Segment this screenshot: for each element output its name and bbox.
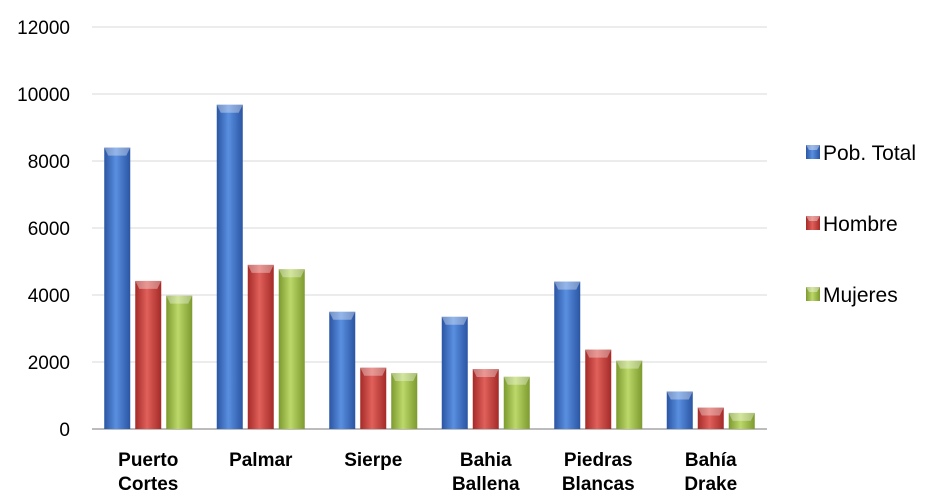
bar xyxy=(441,316,468,429)
bar xyxy=(728,412,755,429)
bar-cap xyxy=(697,407,724,416)
bar xyxy=(503,376,530,429)
bars xyxy=(104,104,755,429)
legend-swatch-cap xyxy=(806,216,820,221)
bar-body xyxy=(503,376,530,429)
y-tick-label: 10000 xyxy=(17,85,70,106)
x-category-label-line: Sierpe xyxy=(344,450,402,471)
bar-body xyxy=(135,280,162,429)
bar xyxy=(585,349,612,429)
bar xyxy=(216,104,243,429)
bar-cap xyxy=(216,104,243,113)
bar-body xyxy=(216,104,243,429)
bar-body xyxy=(329,311,356,429)
legend-label: Pob. Total xyxy=(823,142,916,165)
legend-label: Hombre xyxy=(823,213,898,236)
bar-cap xyxy=(329,311,356,320)
bar-body xyxy=(391,373,418,429)
bar-cap xyxy=(104,147,131,156)
x-category-label-line: Blancas xyxy=(562,474,635,495)
bar-cap xyxy=(585,349,612,358)
bar xyxy=(166,295,193,429)
legend-item: Mujeres xyxy=(806,284,898,307)
bar xyxy=(697,407,724,429)
bar xyxy=(278,269,305,429)
bar-cap xyxy=(472,369,499,378)
x-category-label-line: Drake xyxy=(684,474,737,495)
bar-body xyxy=(666,391,693,429)
legend-item: Hombre xyxy=(806,213,898,236)
bar-body xyxy=(554,281,581,429)
bar-cap xyxy=(554,281,581,290)
x-category-label-line: Bahía xyxy=(685,450,737,471)
bar-cap xyxy=(441,316,468,325)
y-tick-label: 0 xyxy=(59,420,70,441)
legend: Pob. Total Hombre Mujeres xyxy=(806,142,916,307)
x-category-label-line: Bahia xyxy=(460,450,512,471)
x-category-label: Sierpe xyxy=(344,450,402,471)
bar-body xyxy=(441,316,468,429)
x-category-label-line: Puerto xyxy=(118,450,178,471)
bar-cap xyxy=(616,360,643,369)
bar-body xyxy=(697,407,724,429)
bar-body xyxy=(728,412,755,429)
bar-cap xyxy=(166,295,193,304)
bar xyxy=(360,367,387,429)
y-tick-label: 2000 xyxy=(28,353,70,374)
bar-body xyxy=(472,369,499,429)
bar-body xyxy=(247,264,274,429)
x-category-label-line: Cortes xyxy=(118,474,178,495)
bar-cap xyxy=(391,373,418,382)
bar-cap xyxy=(666,391,693,400)
bar xyxy=(135,280,162,429)
bar-cap xyxy=(728,412,755,421)
legend-swatch xyxy=(806,216,820,230)
x-category-label: Bahia Ballena xyxy=(452,450,520,495)
x-axis-categories: Puerto Cortes Palmar Sierpe Bahia Ballena Pied… xyxy=(118,450,737,495)
bar-cap xyxy=(247,264,274,273)
bar xyxy=(329,311,356,429)
y-tick-label: 8000 xyxy=(28,152,70,173)
x-category-label: Piedras Blancas xyxy=(562,450,635,495)
x-category-label-line: Ballena xyxy=(452,474,520,495)
bar-cap xyxy=(278,269,305,278)
bar-cap xyxy=(503,376,530,385)
bar-cap xyxy=(360,367,387,376)
bar xyxy=(616,360,643,429)
x-category-label: Puerto Cortes xyxy=(118,450,178,495)
y-axis-ticks: 0 2000 4000 6000 8000 10000 12000 xyxy=(17,18,70,441)
bar xyxy=(247,264,274,429)
x-category-label: Bahía Drake xyxy=(684,450,737,495)
bar xyxy=(104,147,131,429)
bar xyxy=(666,391,693,429)
bar xyxy=(472,369,499,429)
legend-swatch-cap xyxy=(806,287,820,292)
bar-body xyxy=(166,295,193,429)
legend-swatch-cap xyxy=(806,145,820,150)
bar-cap xyxy=(135,280,162,289)
x-category-label-line: Piedras xyxy=(564,450,633,471)
y-tick-label: 4000 xyxy=(28,286,70,307)
bar-body xyxy=(616,360,643,429)
legend-swatch xyxy=(806,287,820,301)
legend-label: Mujeres xyxy=(823,284,898,307)
bar xyxy=(554,281,581,429)
bar-body xyxy=(360,367,387,429)
x-category-label-line: Palmar xyxy=(229,450,293,471)
x-category-label: Palmar xyxy=(229,450,293,471)
bar-body xyxy=(104,147,131,429)
y-tick-label: 6000 xyxy=(28,219,70,240)
legend-swatch xyxy=(806,145,820,159)
y-tick-label: 12000 xyxy=(17,18,70,39)
bar-body xyxy=(278,269,305,429)
gridlines xyxy=(92,26,767,430)
legend-item: Pob. Total xyxy=(806,142,916,165)
bar-body xyxy=(585,349,612,429)
bar xyxy=(391,373,418,429)
